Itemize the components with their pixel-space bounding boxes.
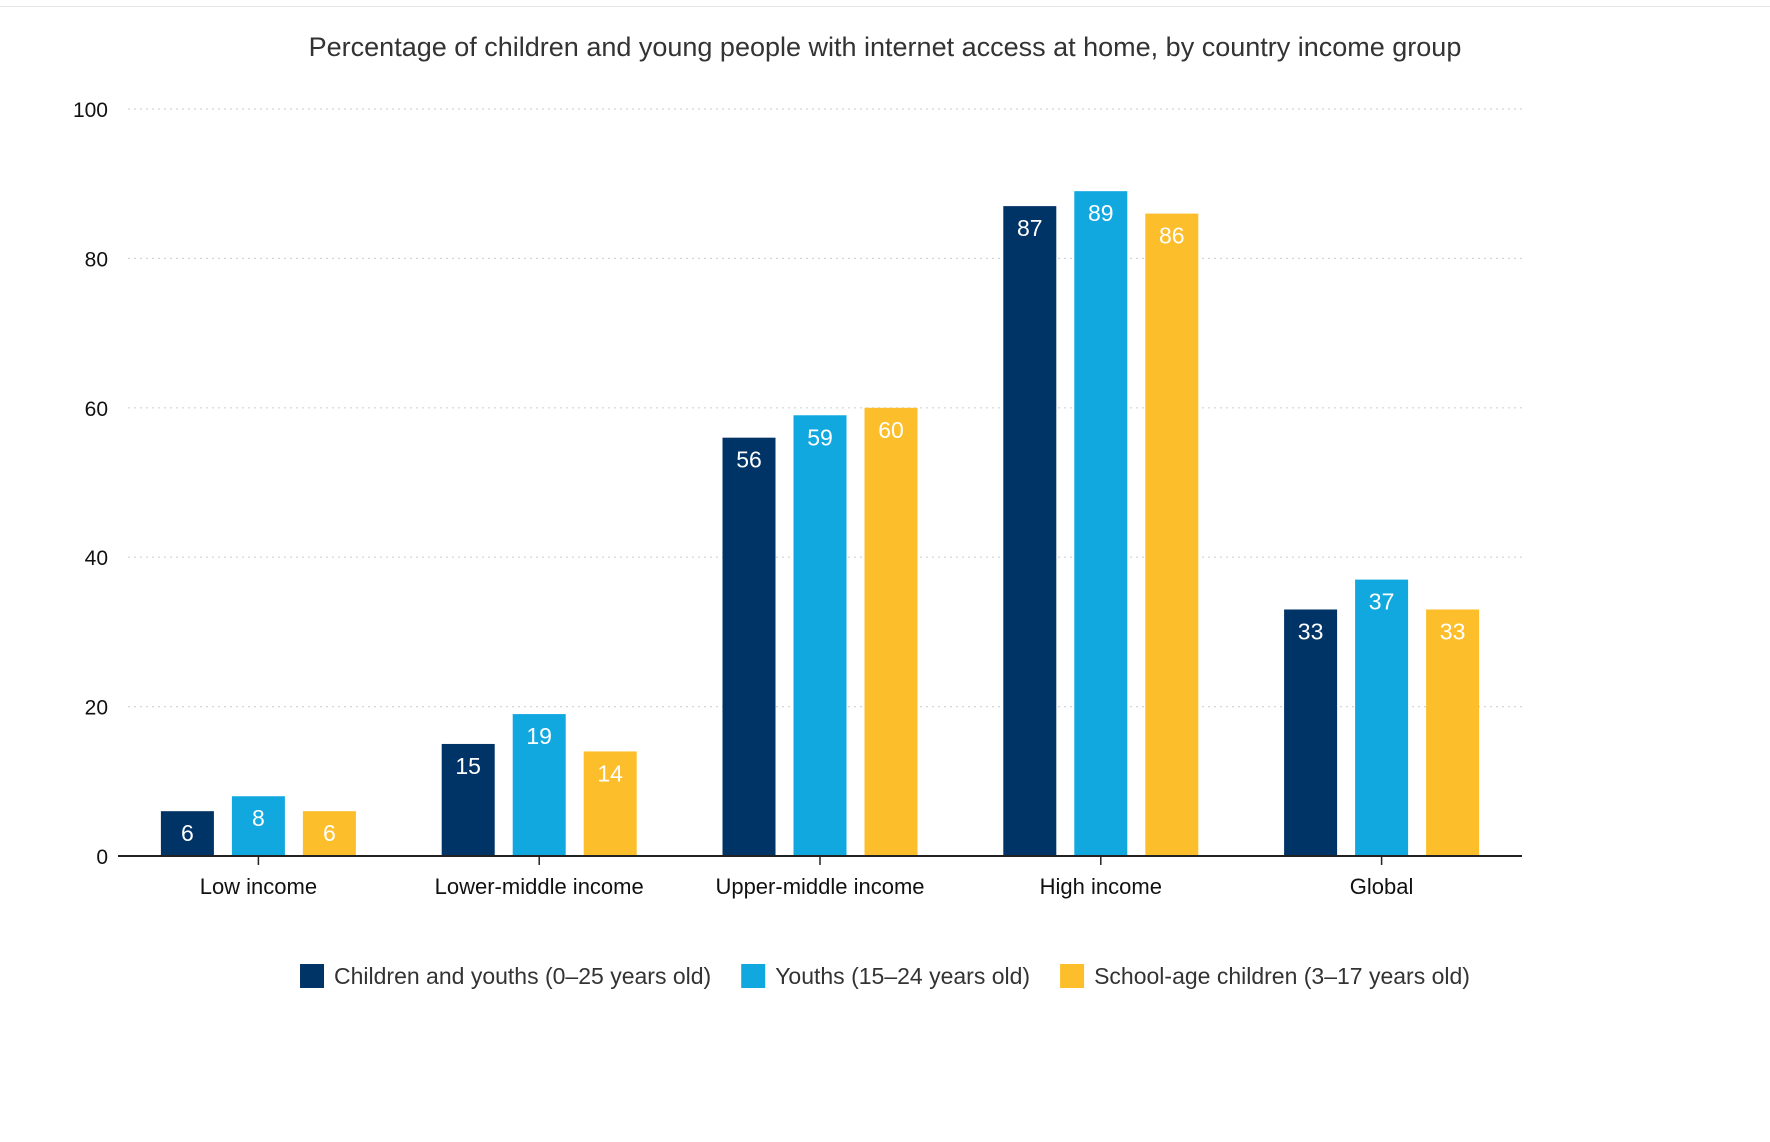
legend-label: Children and youths (0–25 years old) <box>334 963 711 989</box>
bar <box>1074 191 1128 857</box>
bar-value-label: 6 <box>181 820 194 846</box>
bar-value-label: 6 <box>323 820 336 846</box>
bar-value-label: 8 <box>252 805 265 831</box>
legend: Children and youths (0–25 years old) Yout… <box>300 963 1470 989</box>
y-tick-label: 40 <box>85 547 108 570</box>
x-tick-label: Upper-middle income <box>715 874 924 899</box>
bar <box>1145 213 1199 856</box>
chart-title: Percentage of children and young people … <box>309 32 1462 62</box>
bar <box>231 796 285 856</box>
bar-value-label: 59 <box>807 424 833 450</box>
legend-label: School-age children (3–17 years old) <box>1094 963 1470 989</box>
bar-value-label: 89 <box>1088 200 1114 226</box>
bar-value-label: 56 <box>736 447 762 473</box>
bar <box>1355 579 1409 856</box>
bar-value-label: 87 <box>1017 215 1043 241</box>
bar-value-label: 15 <box>455 753 481 779</box>
y-tick-label: 80 <box>85 248 108 271</box>
legend-label: Youths (15–24 years old) <box>775 963 1030 989</box>
y-tick-label: 20 <box>85 697 108 720</box>
x-axis <box>118 855 1522 865</box>
bar-value-label: 33 <box>1298 618 1324 644</box>
y-axis-tick-labels: 0 20 40 60 80 100 <box>73 99 108 869</box>
bar <box>512 714 566 856</box>
y-tick-label: 0 <box>96 846 108 869</box>
x-tick-label: Lower-middle income <box>435 874 644 899</box>
bar <box>302 811 356 856</box>
bar <box>722 437 776 856</box>
bar <box>1426 609 1480 856</box>
bar <box>1003 206 1057 857</box>
legend-swatch <box>1060 964 1085 988</box>
x-axis-tick-labels: Low income Lower-middle income Upper-middl… <box>200 874 1414 899</box>
legend-swatch <box>741 964 766 988</box>
bar <box>583 751 637 856</box>
bar-value-label: 33 <box>1440 618 1466 644</box>
y-tick-label: 100 <box>73 99 108 122</box>
bar <box>160 811 214 856</box>
bar-value-label: 86 <box>1159 223 1185 249</box>
y-tick-label: 60 <box>85 398 108 421</box>
bars <box>160 191 1480 857</box>
legend-swatch <box>300 964 325 988</box>
bar-value-label: 19 <box>526 723 552 749</box>
x-tick-label: Global <box>1350 874 1414 899</box>
bar-value-label: 37 <box>1369 589 1395 615</box>
bar-value-label: 14 <box>597 760 623 786</box>
x-tick-label: Low income <box>200 874 317 899</box>
bar <box>441 743 495 856</box>
bar <box>793 415 847 856</box>
top-divider <box>0 6 1770 7</box>
x-tick-label: High income <box>1040 874 1162 899</box>
bar-value-label: 60 <box>878 417 904 443</box>
bar <box>864 407 918 856</box>
bar <box>1284 609 1338 856</box>
